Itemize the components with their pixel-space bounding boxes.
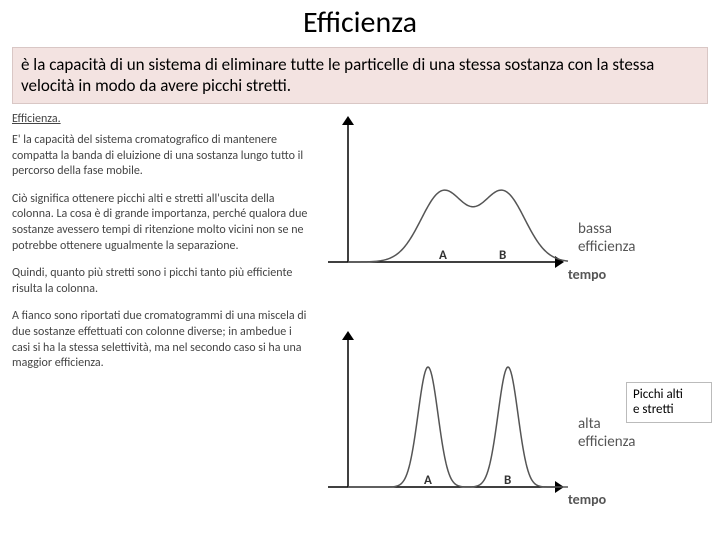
- left-paragraph-4: A fianco sono riportati due cromatogramm…: [12, 309, 312, 371]
- page-title: Efficienza: [0, 4, 720, 41]
- top-chart-svg: [318, 112, 578, 282]
- top-chart: A B bassaefficienza tempo: [318, 112, 578, 287]
- bottom-x-label: tempo: [568, 491, 606, 508]
- peak-label-a-bottom: A: [424, 473, 432, 488]
- left-heading: Efficienza.: [12, 112, 312, 128]
- peak-label-a-top: A: [439, 248, 447, 263]
- top-side-label: bassaefficienza: [578, 220, 635, 256]
- left-paragraph-2: Ciò significa ottenere picchi alti e str…: [12, 192, 312, 254]
- left-text-column: Efficienza. E' la capacità del sistema c…: [12, 112, 318, 512]
- charts-column: A B bassaefficienza tempo A B altaeffici…: [318, 112, 716, 512]
- bottom-chart-svg: [318, 327, 578, 507]
- top-x-label: tempo: [568, 266, 606, 283]
- bottom-chart: A B altaefficienza tempo: [318, 327, 578, 512]
- content-row: Efficienza. E' la capacità del sistema c…: [0, 112, 720, 512]
- definition-box: è la capacità di un sistema di eliminare…: [12, 47, 708, 104]
- left-paragraph-1: E' la capacità del sistema cromatografic…: [12, 133, 312, 180]
- left-paragraph-3: Quindi, quanto più stretti sono i picchi…: [12, 266, 312, 297]
- peak-label-b-bottom: B: [504, 473, 511, 488]
- peak-label-b-top: B: [499, 248, 506, 263]
- annotation-box: Picchi altie stretti: [626, 382, 712, 423]
